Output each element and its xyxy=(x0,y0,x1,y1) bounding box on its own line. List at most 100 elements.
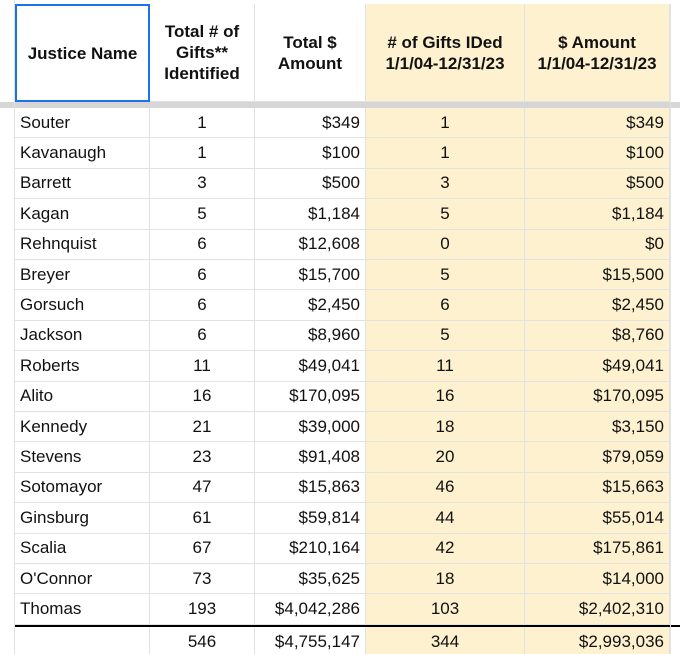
value-cell[interactable]: 5 xyxy=(150,199,255,230)
name-cell[interactable]: Sotomayor xyxy=(15,472,150,504)
value-cell[interactable]: $100 xyxy=(525,138,670,169)
header-cell[interactable]: Justice Name xyxy=(15,4,150,102)
value-cell[interactable]: $49,041 xyxy=(525,351,670,382)
value-cell[interactable]: 193 xyxy=(150,594,255,625)
name-cell[interactable]: Roberts xyxy=(15,351,150,382)
value-cell[interactable]: 46 xyxy=(366,472,525,504)
name-cell[interactable]: Breyer xyxy=(15,260,150,291)
value-cell[interactable]: 11 xyxy=(150,351,255,382)
value-cell[interactable]: $49,041 xyxy=(255,351,366,382)
name-cell[interactable]: Scalia xyxy=(15,533,150,564)
name-cell[interactable]: O'Connor xyxy=(15,564,150,595)
value-cell[interactable]: 18 xyxy=(366,412,525,443)
value-cell[interactable]: 11 xyxy=(366,351,525,382)
value-cell[interactable]: 5 xyxy=(366,320,525,352)
name-cell[interactable]: Thomas xyxy=(15,594,150,625)
value-cell[interactable]: $170,095 xyxy=(525,381,670,412)
value-cell[interactable]: $91,408 xyxy=(255,442,366,473)
value-cell[interactable]: $39,000 xyxy=(255,412,366,443)
name-cell[interactable]: Barrett xyxy=(15,168,150,200)
name-cell[interactable]: Stevens xyxy=(15,442,150,473)
value-cell[interactable]: $2,402,310 xyxy=(525,594,670,625)
value-cell[interactable]: $500 xyxy=(255,168,366,200)
value-cell[interactable]: $8,760 xyxy=(525,320,670,352)
value-cell[interactable]: $100 xyxy=(255,138,366,169)
value-cell[interactable]: $175,861 xyxy=(525,533,670,564)
value-cell[interactable]: $3,150 xyxy=(525,412,670,443)
value-cell[interactable]: 16 xyxy=(366,381,525,412)
value-cell[interactable]: $14,000 xyxy=(525,564,670,595)
totals-divider xyxy=(15,625,680,627)
value-cell[interactable]: 47 xyxy=(150,472,255,504)
partial-column xyxy=(670,4,680,654)
value-cell[interactable]: $1,184 xyxy=(255,199,366,230)
value-cell[interactable]: 3 xyxy=(366,168,525,200)
value-cell[interactable]: 16 xyxy=(150,381,255,412)
total-cell[interactable]: $2,993,036 xyxy=(525,627,670,654)
value-cell[interactable]: 73 xyxy=(150,564,255,595)
header-cell[interactable]: $ Amount 1/1/04-12/31/23 xyxy=(525,4,670,102)
left-gutter xyxy=(14,0,15,654)
value-cell[interactable]: 6 xyxy=(150,320,255,352)
total-cell[interactable]: 344 xyxy=(366,627,525,654)
name-cell[interactable]: Alito xyxy=(15,381,150,412)
name-cell[interactable]: Gorsuch xyxy=(15,290,150,321)
value-cell[interactable]: $55,014 xyxy=(525,503,670,534)
value-cell[interactable]: $2,450 xyxy=(525,290,670,321)
value-cell[interactable]: $170,095 xyxy=(255,381,366,412)
value-cell[interactable]: $2,450 xyxy=(255,290,366,321)
value-cell[interactable]: 6 xyxy=(366,290,525,321)
header-cell[interactable]: Total $ Amount xyxy=(255,4,366,102)
value-cell[interactable]: 0 xyxy=(366,229,525,260)
value-cell[interactable]: 21 xyxy=(150,412,255,443)
header-cell[interactable]: Total # of Gifts** Identified xyxy=(150,4,255,102)
value-cell[interactable]: 1 xyxy=(366,138,525,169)
name-cell[interactable]: Kagan xyxy=(15,199,150,230)
value-cell[interactable]: 6 xyxy=(150,229,255,260)
value-cell[interactable]: 20 xyxy=(366,442,525,473)
value-cell[interactable]: $349 xyxy=(525,108,670,139)
name-cell[interactable]: Rehnquist xyxy=(15,229,150,260)
value-cell[interactable]: 103 xyxy=(366,594,525,625)
value-cell[interactable]: 1 xyxy=(150,138,255,169)
value-cell[interactable]: 67 xyxy=(150,533,255,564)
value-cell[interactable]: 18 xyxy=(366,564,525,595)
name-cell[interactable]: Souter xyxy=(15,108,150,139)
value-cell[interactable]: 6 xyxy=(150,290,255,321)
value-cell[interactable]: $8,960 xyxy=(255,320,366,352)
value-cell[interactable]: $1,184 xyxy=(525,199,670,230)
value-cell[interactable]: $15,500 xyxy=(525,260,670,291)
value-cell[interactable]: 42 xyxy=(366,533,525,564)
header-cell[interactable]: # of Gifts IDed 1/1/04-12/31/23 xyxy=(366,4,525,102)
value-cell[interactable]: 1 xyxy=(366,108,525,139)
value-cell[interactable]: $0 xyxy=(525,229,670,260)
value-cell[interactable]: 23 xyxy=(150,442,255,473)
value-cell[interactable]: $35,625 xyxy=(255,564,366,595)
name-cell[interactable]: Kavanaugh xyxy=(15,138,150,169)
value-cell[interactable]: 6 xyxy=(150,260,255,291)
total-cell[interactable]: $4,755,147 xyxy=(255,627,366,654)
total-label-cell[interactable] xyxy=(15,627,150,654)
value-cell[interactable]: $12,608 xyxy=(255,229,366,260)
value-cell[interactable]: $15,663 xyxy=(525,472,670,504)
total-cell[interactable]: 546 xyxy=(150,627,255,654)
name-cell[interactable]: Ginsburg xyxy=(15,503,150,534)
value-cell[interactable]: $15,863 xyxy=(255,472,366,504)
value-cell[interactable]: $15,700 xyxy=(255,260,366,291)
value-cell[interactable]: 61 xyxy=(150,503,255,534)
value-cell[interactable]: $349 xyxy=(255,108,366,139)
value-cell[interactable]: 44 xyxy=(366,503,525,534)
value-cell[interactable]: 1 xyxy=(150,108,255,139)
value-cell[interactable]: 5 xyxy=(366,199,525,230)
value-cell[interactable]: $4,042,286 xyxy=(255,594,366,625)
value-cell[interactable]: $79,059 xyxy=(525,442,670,473)
frozen-divider xyxy=(0,102,680,108)
value-cell[interactable]: 3 xyxy=(150,168,255,200)
value-cell[interactable]: $210,164 xyxy=(255,533,366,564)
value-cell[interactable]: 5 xyxy=(366,260,525,291)
value-cell[interactable]: $59,814 xyxy=(255,503,366,534)
name-cell[interactable]: Jackson xyxy=(15,320,150,352)
name-cell[interactable]: Kennedy xyxy=(15,412,150,443)
value-cell[interactable]: $500 xyxy=(525,168,670,200)
